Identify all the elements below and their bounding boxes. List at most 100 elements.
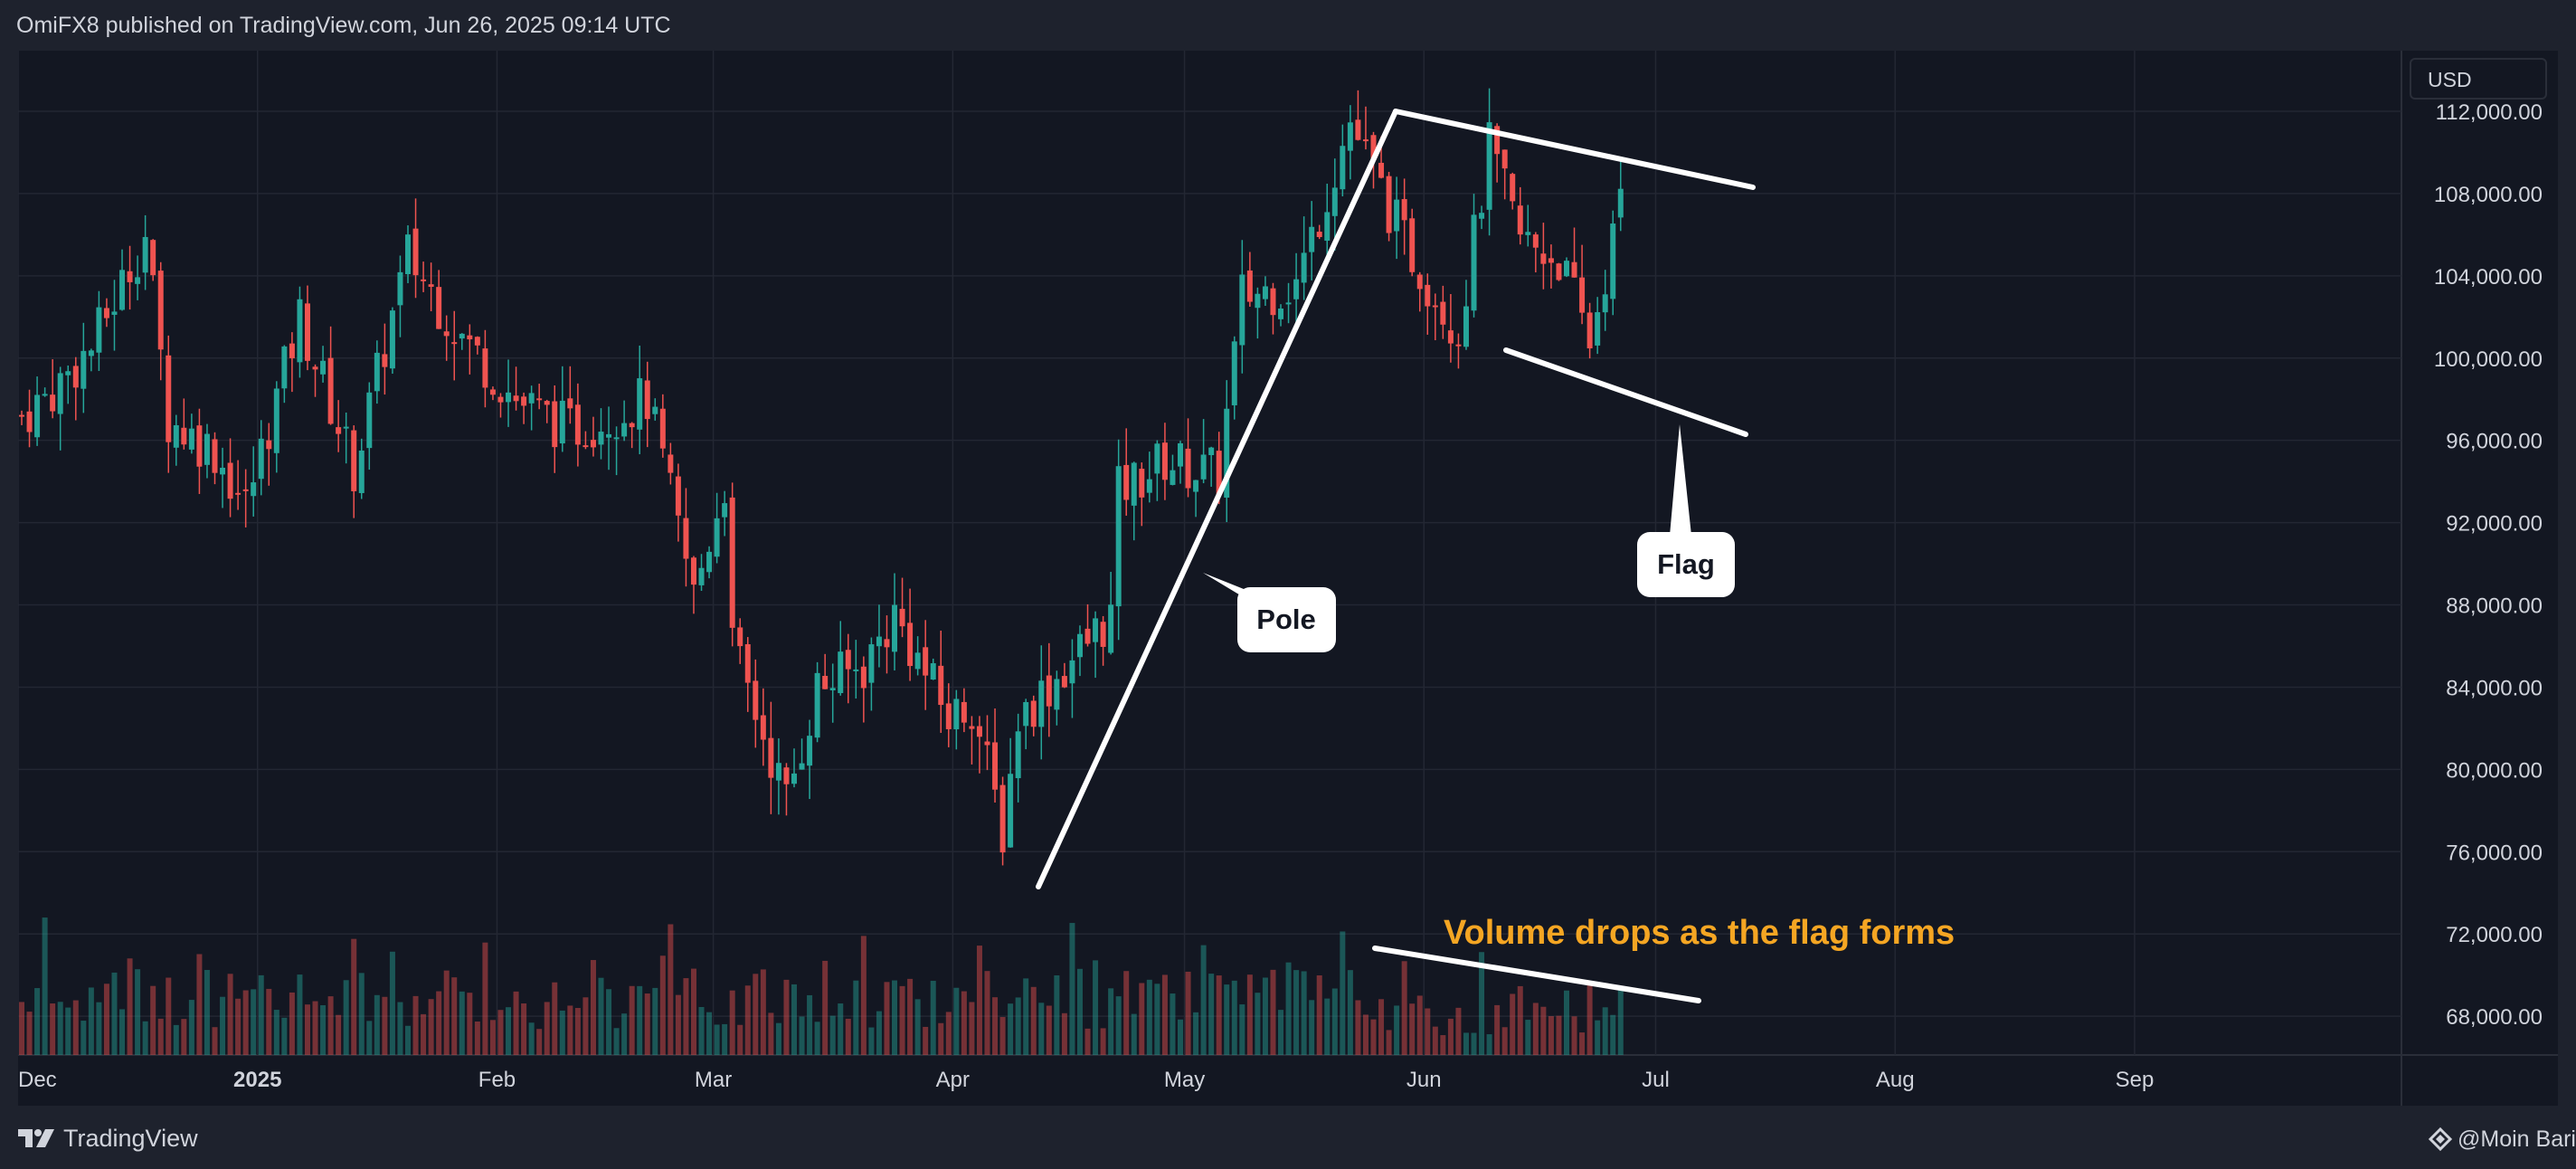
volume-bar	[1455, 1007, 1462, 1055]
time-axis[interactable]: Dec 2025 Feb Mar Apr May Jun Jul Aug Sep	[18, 1068, 2154, 1092]
candle-body	[220, 467, 226, 475]
volume-bar	[1285, 962, 1292, 1055]
y-tick-label: 112,000.00	[2436, 100, 2543, 125]
volume-bar	[907, 978, 914, 1055]
candle-body	[343, 426, 349, 429]
volume-bar	[34, 988, 41, 1055]
candle-body	[1270, 288, 1276, 316]
pole-label: Pole	[1256, 604, 1315, 635]
candle-body	[976, 726, 982, 737]
volume-bar	[212, 1027, 218, 1055]
volume-bar	[559, 1010, 565, 1055]
volume-bar	[590, 960, 596, 1055]
candle-body	[397, 271, 403, 306]
volume-bar	[1154, 984, 1160, 1055]
volume-bar	[1479, 952, 1485, 1055]
volume-bar	[1510, 993, 1516, 1055]
volume-bar	[251, 989, 257, 1055]
volume-bar	[567, 1005, 573, 1055]
diamond-icon	[2428, 1126, 2453, 1152]
candle-body	[953, 699, 960, 730]
x-tick-label: Jun	[1406, 1068, 1442, 1092]
volume-bar	[1076, 968, 1083, 1055]
volume-bar	[621, 1013, 628, 1055]
candle-body	[613, 437, 620, 440]
candle-body	[1471, 214, 1477, 311]
candle-body	[273, 388, 279, 453]
volume-bar	[1084, 1028, 1091, 1055]
candle-body	[389, 310, 395, 369]
volume-bar	[1262, 977, 1268, 1055]
candle-body	[80, 350, 87, 389]
volume-bar	[374, 994, 380, 1055]
volume-bar	[930, 981, 936, 1055]
candle-body	[961, 701, 967, 723]
candle-body	[892, 604, 898, 652]
volume-bar	[366, 1021, 373, 1055]
volume-bar	[1378, 999, 1385, 1055]
candle-body	[1517, 205, 1523, 235]
price-axis[interactable]: 68,000.00 72,000.00 76,000.00 80,000.00 84,0…	[2434, 100, 2543, 1030]
candle-body	[1131, 462, 1137, 506]
candle-body	[799, 763, 805, 770]
pole-callout: Pole	[1203, 573, 1336, 652]
candle-body	[1540, 253, 1547, 264]
volume-bar	[127, 958, 133, 1055]
volume-bar	[19, 1002, 24, 1055]
candle-body	[1146, 479, 1152, 493]
x-tick-label: Dec	[18, 1068, 57, 1092]
volume-bar	[807, 994, 813, 1055]
candle-body	[1425, 284, 1431, 307]
candle-body	[436, 287, 442, 329]
candle-body	[1216, 451, 1222, 495]
volume-bar	[119, 1009, 126, 1055]
candle-body	[1030, 700, 1037, 727]
candle-body	[227, 462, 233, 499]
candle-body	[497, 396, 504, 403]
candle-body	[938, 665, 944, 706]
candle-body	[706, 551, 713, 573]
volume-bar	[606, 989, 612, 1055]
candle-body	[992, 742, 999, 790]
candle-body	[1447, 330, 1454, 344]
volume-bar	[135, 969, 141, 1055]
price-chart[interactable]: Pole Flag Volume drops as the flag forms…	[18, 51, 2558, 1106]
candle-body	[312, 366, 318, 370]
volume-bar	[868, 1027, 875, 1055]
currency-selector[interactable]: USD	[2410, 58, 2547, 100]
candle-body	[196, 425, 203, 467]
volume-bar	[1316, 975, 1322, 1055]
candle-body	[297, 299, 303, 363]
volume-bar	[753, 974, 759, 1055]
candle-body	[1038, 680, 1045, 727]
candle-body	[637, 378, 643, 430]
candle-body	[489, 389, 496, 395]
volume-bar	[1355, 1000, 1361, 1055]
candle-body	[459, 333, 465, 339]
volume-bar	[382, 996, 388, 1055]
tradingview-logo[interactable]: TradingView	[18, 1124, 198, 1153]
candle-body	[474, 337, 480, 346]
candle-body	[451, 342, 458, 345]
volume-bar	[1200, 945, 1207, 1055]
candle-body	[598, 432, 604, 445]
candle-body	[482, 348, 488, 388]
volume-bar	[188, 1000, 194, 1055]
volume-bar	[853, 980, 859, 1055]
y-tick-label: 68,000.00	[2446, 1005, 2543, 1030]
volume-bar	[652, 987, 658, 1055]
candle-body	[1076, 633, 1083, 658]
y-tick-label: 92,000.00	[2446, 512, 2543, 537]
candle-body	[930, 663, 936, 680]
volume-bar	[698, 1006, 705, 1055]
volume-bar	[1486, 1034, 1492, 1055]
chart-area[interactable]: Pole Flag Volume drops as the flag forms…	[18, 51, 2558, 1106]
volume-bar	[1556, 1015, 1562, 1055]
volume-bar	[976, 946, 982, 1055]
volume-bar	[173, 1024, 179, 1055]
x-tick-label: Feb	[478, 1068, 516, 1092]
volume-bar	[799, 1016, 805, 1055]
candle-body	[1185, 448, 1191, 489]
volume-bar	[999, 1017, 1006, 1055]
candle-body	[57, 373, 63, 414]
